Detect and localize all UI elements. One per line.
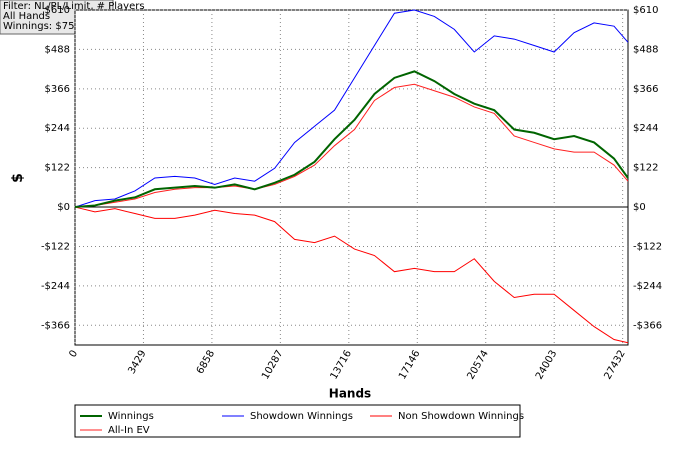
y-tick-label: -$244 — [41, 281, 70, 292]
y2-tick-label: $366 — [633, 84, 658, 95]
x-tick-label: 6858 — [195, 349, 217, 377]
x-axis-label: Hands — [329, 387, 371, 401]
series-line — [74, 206, 629, 344]
y-axis-label: $ — [10, 173, 26, 183]
filter-text: Filter: NL/PL/Limit, # Players — [3, 1, 145, 12]
y2-tick-label: -$244 — [633, 281, 662, 292]
y-tick-label: -$122 — [41, 241, 70, 252]
x-tick-label: 17146 — [397, 349, 422, 382]
y-tick-label: $122 — [45, 163, 70, 174]
y-tick-label: $366 — [45, 84, 70, 95]
y2-tick-label: -$366 — [633, 320, 662, 331]
x-tick-label: 0 — [67, 349, 80, 360]
y-tick-label: $610 — [45, 5, 70, 16]
legend — [74, 404, 521, 438]
series-line — [74, 83, 629, 208]
y2-tick-label: $488 — [633, 44, 658, 55]
series-line — [74, 70, 629, 209]
legend-label: All-In EV — [108, 425, 150, 436]
y2-tick-label: $0 — [633, 202, 646, 213]
y2-tick-label: -$122 — [633, 241, 662, 252]
y-tick-label: -$366 — [41, 320, 70, 331]
filter-text: All Hands — [3, 11, 50, 22]
x-tick-label: 27432 — [602, 349, 627, 382]
y2-tick-label: $244 — [633, 123, 658, 134]
x-tick-label: 10287 — [260, 349, 285, 382]
y-tick-label: $244 — [45, 123, 70, 134]
x-tick-label: 13716 — [329, 349, 354, 382]
legend-label: Winnings — [108, 411, 154, 422]
legend-label: Showdown Winnings — [250, 411, 353, 422]
x-tick-label: 20574 — [466, 349, 491, 382]
y2-tick-label: $610 — [633, 5, 658, 16]
y-tick-label: $488 — [45, 44, 70, 55]
x-tick-label: 3429 — [126, 349, 148, 377]
series-line — [74, 9, 629, 208]
y-tick-label: $0 — [57, 202, 70, 213]
legend-label: Non Showdown Winnings — [398, 411, 524, 422]
x-tick-label: 24003 — [534, 349, 559, 382]
y2-tick-label: $122 — [633, 163, 658, 174]
filter-text: Winnings: $75.28 — [3, 21, 90, 32]
